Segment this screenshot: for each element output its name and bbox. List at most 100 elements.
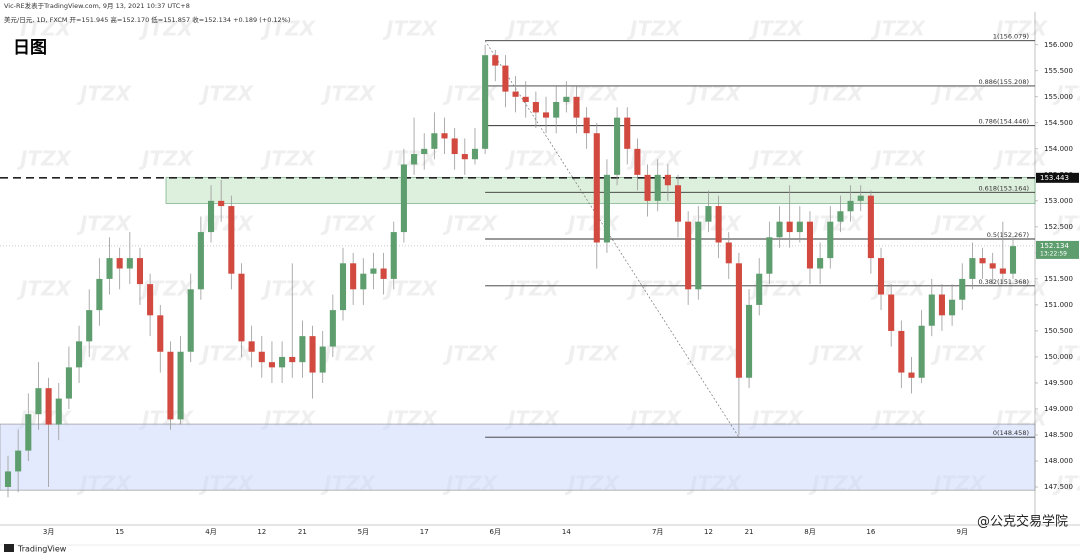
candle-body [106, 258, 113, 279]
watermark: JTZX [198, 342, 255, 366]
candle-body [938, 294, 945, 316]
watermark: JTZX [564, 342, 621, 366]
resistance-zone [165, 177, 1036, 204]
candle-body [370, 268, 377, 274]
candle-body [299, 336, 306, 363]
candle-body [471, 148, 479, 160]
candle-body [4, 471, 12, 488]
watermark: JTZX [564, 212, 621, 236]
candle-body [461, 154, 468, 160]
y-tick-label: 149.000 [1044, 405, 1073, 413]
watermark: JTZX [870, 17, 927, 41]
candle-body [400, 164, 407, 233]
x-tick-label: 9月 [957, 528, 968, 536]
candle-body [390, 232, 397, 279]
chart-title: 日图 [13, 38, 47, 58]
candle-body [654, 174, 661, 201]
watermark: JTZX [930, 212, 987, 236]
watermark: JTZX [382, 17, 439, 41]
watermark: JTZX [198, 82, 255, 106]
x-tick-label: 8月 [804, 528, 815, 536]
candle-body [949, 299, 956, 316]
x-tick-label: 3月 [43, 528, 54, 536]
candle-body [908, 372, 915, 378]
candle-body [55, 398, 62, 425]
x-tick-label: 7月 [652, 528, 663, 536]
candle-body [806, 221, 814, 269]
candle-body [329, 310, 336, 347]
x-tick-label: 12 [704, 528, 713, 536]
watermark: JTZX [504, 147, 561, 171]
y-tick-label: 150.000 [1044, 353, 1073, 361]
watermark: JTZX [138, 277, 195, 301]
candle-body [857, 195, 864, 201]
candle-body [512, 91, 519, 97]
dashed-level-label: 153.443 [1040, 174, 1069, 182]
watermark: JTZX [870, 147, 927, 171]
candle-body [197, 232, 204, 290]
candle-body [502, 65, 509, 92]
candle-body [725, 242, 732, 264]
candle-body [624, 117, 631, 149]
candle-body [644, 174, 651, 201]
candle-body [360, 273, 367, 290]
candle-body [86, 310, 93, 342]
candle-body [664, 174, 671, 186]
watermark: JTZX [320, 82, 377, 106]
watermark: JTZX [808, 342, 865, 366]
candle-body [441, 133, 448, 139]
x-tick-label: 4月 [205, 528, 216, 536]
candle-body [177, 351, 184, 420]
candle-body [350, 263, 357, 290]
candle-body [218, 200, 225, 207]
candle-body [542, 112, 550, 118]
dashed-level-box [1036, 172, 1079, 183]
watermark: JTZX [16, 277, 73, 301]
candle-body [228, 206, 235, 274]
footer-logo: TradingView [17, 545, 67, 554]
watermark: JTZX [1052, 82, 1080, 106]
y-tick-label: 148.000 [1044, 457, 1073, 465]
support-zone [0, 423, 1036, 491]
watermark: JTZX [992, 277, 1049, 301]
watermark: JTZX [138, 17, 195, 41]
candle-body [268, 362, 275, 368]
candle-body [715, 206, 722, 243]
x-tick-label: 5月 [358, 528, 369, 536]
candle-body [593, 133, 600, 243]
candle-body [126, 258, 133, 269]
y-tick-label: 151.500 [1044, 275, 1073, 283]
candle-body [187, 289, 194, 352]
y-tick-label: 150.500 [1044, 327, 1073, 335]
candle-body [817, 258, 824, 269]
candle-body [614, 117, 621, 175]
y-tick-label: 154.000 [1044, 145, 1073, 153]
watermark: JTZX [992, 147, 1049, 171]
watermark: JTZX [686, 82, 743, 106]
watermark: JTZX [76, 212, 133, 236]
candle-body [685, 221, 692, 290]
watermark: JTZX [260, 17, 317, 41]
watermark: JTZX [442, 212, 499, 236]
candle-body [674, 185, 682, 222]
y-tick-label: 148.500 [1044, 431, 1073, 439]
candle-body [766, 237, 773, 274]
watermark: JTZX [1052, 472, 1080, 496]
candle-body [746, 304, 753, 378]
candle-body [15, 450, 22, 472]
candle-body [258, 351, 265, 363]
watermark: JTZX [748, 17, 805, 41]
candle-body [65, 367, 72, 399]
candle-body [45, 388, 52, 425]
candle-body [786, 221, 793, 233]
watermark: JTZX [626, 17, 683, 41]
fib-label: 0(148.458) [993, 429, 1029, 437]
candle-body [735, 263, 742, 378]
watermark: JTZX [382, 277, 439, 301]
candle-body [207, 200, 215, 233]
watermark: JTZX [16, 147, 73, 171]
candle-body [959, 278, 966, 300]
y-tick-label: 149.500 [1044, 379, 1073, 387]
